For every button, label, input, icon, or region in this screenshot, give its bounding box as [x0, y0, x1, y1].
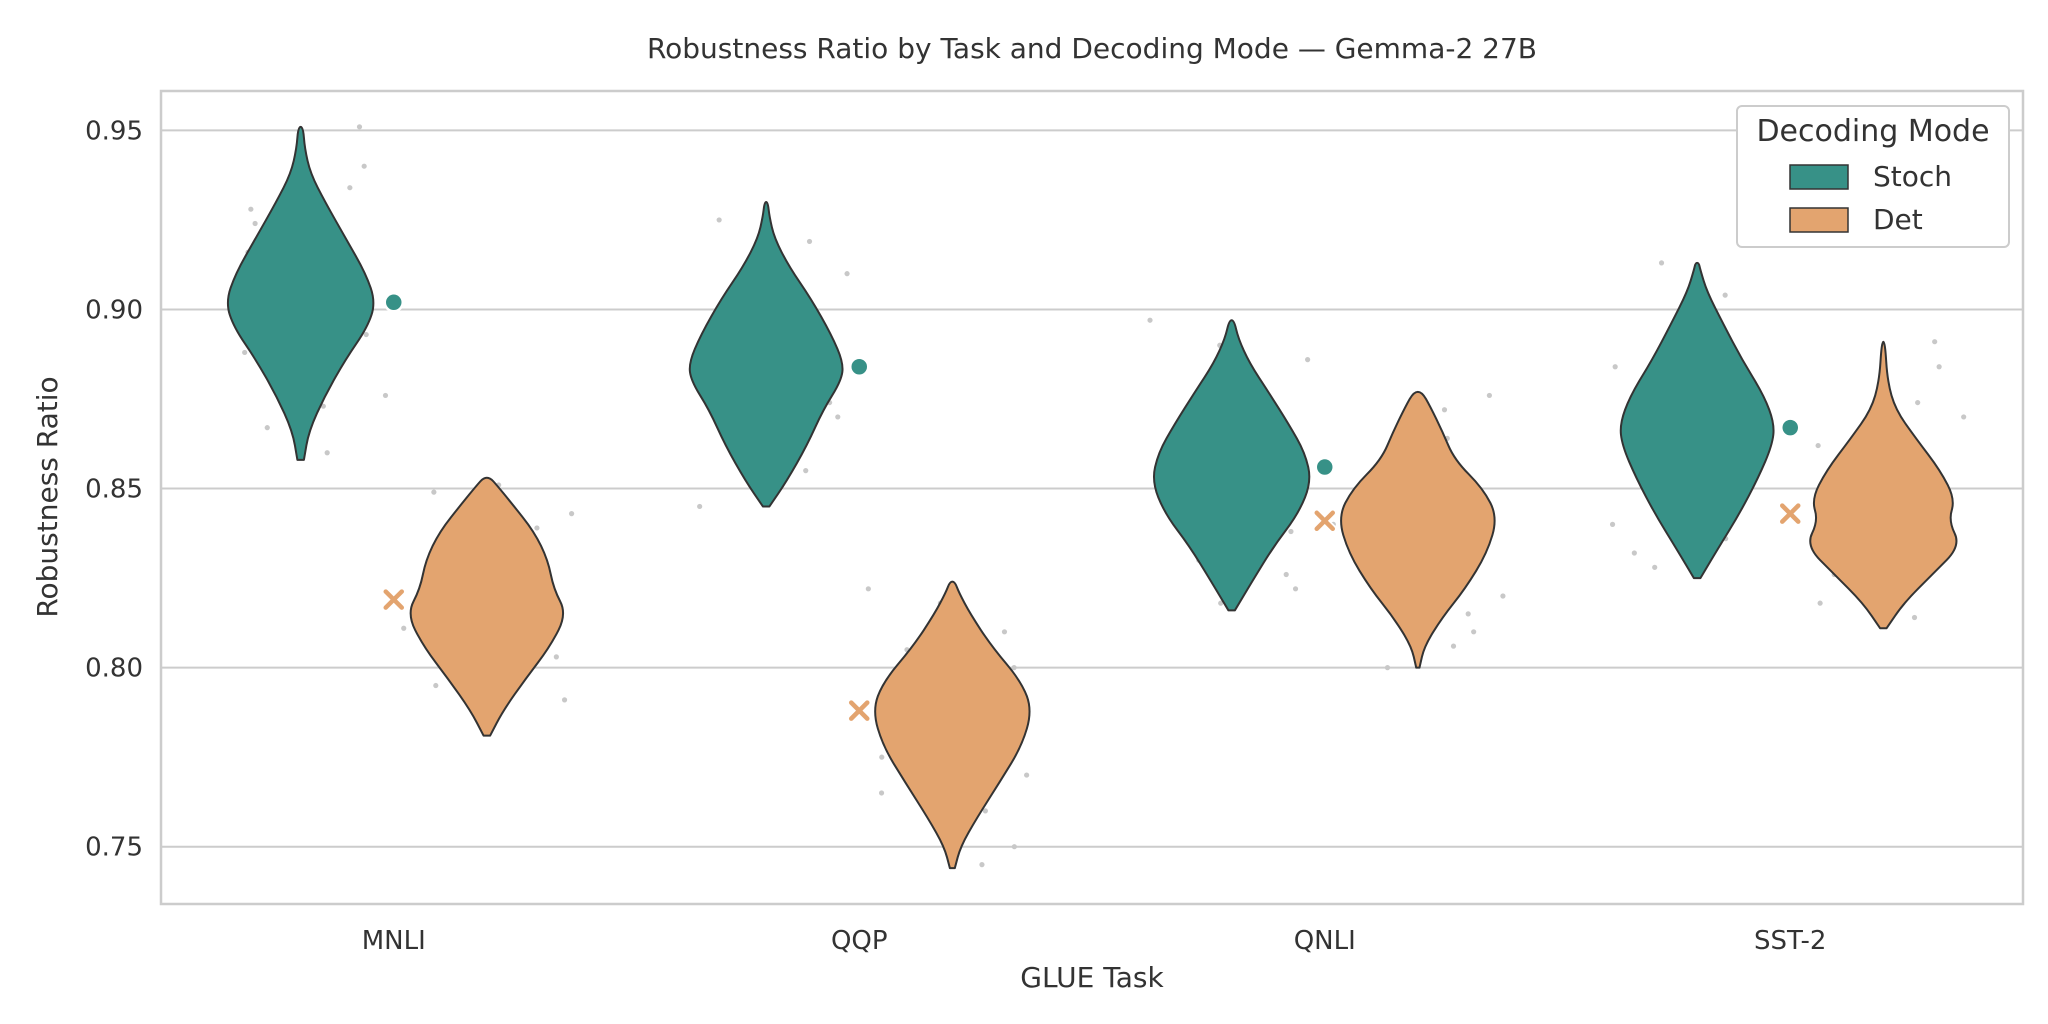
- raw-point: [1486, 392, 1493, 399]
- legend-label-det: Det: [1873, 203, 1923, 236]
- raw-point: [1631, 550, 1637, 556]
- raw-point: [401, 625, 407, 631]
- x-tick-label: QQP: [831, 926, 888, 956]
- raw-point: [716, 217, 722, 223]
- raw-point: [1658, 260, 1665, 266]
- raw-point: [1936, 364, 1942, 370]
- violin-stoch-qnli: [1153, 319, 1311, 612]
- raw-point: [879, 754, 885, 760]
- raw-point: [1609, 521, 1616, 527]
- raw-point: [1961, 414, 1967, 420]
- raw-point: [1011, 844, 1017, 850]
- x-tick-label: SST-2: [1754, 926, 1826, 956]
- raw-point: [242, 349, 248, 356]
- raw-point: [561, 697, 568, 703]
- raw-point: [1384, 665, 1391, 671]
- raw-point: [1815, 442, 1821, 449]
- raw-point: [1305, 357, 1311, 363]
- raw-point: [1932, 339, 1938, 345]
- raw-point: [1292, 586, 1299, 592]
- raw-point: [363, 331, 369, 338]
- center-marker-det: [1778, 501, 1803, 526]
- raw-point: [568, 511, 575, 517]
- violin-stoch-qqp: [688, 201, 844, 508]
- raw-point: [252, 220, 258, 227]
- raw-point: [347, 185, 353, 191]
- y-tick-label: 0.90: [85, 295, 143, 325]
- violin-det-qqp: [874, 580, 1031, 870]
- raw-point: [431, 489, 437, 495]
- y-tick-labels: 0.75 0.80 0.85 0.90 0.95: [85, 116, 143, 862]
- raw-point: [1911, 614, 1918, 621]
- raw-point: [1915, 399, 1921, 406]
- raw-point: [1500, 593, 1506, 599]
- raw-point: [1817, 600, 1823, 606]
- raw-point: [835, 414, 841, 420]
- center-markers-layer: [381, 292, 1803, 723]
- raw-point: [382, 392, 389, 399]
- raw-point: [1001, 629, 1008, 635]
- raw-point: [264, 425, 270, 431]
- raw-point: [1441, 407, 1448, 413]
- raw-point: [534, 525, 540, 531]
- violin-det-sst-2: [1809, 340, 1958, 630]
- center-marker-stoch: [1780, 417, 1801, 438]
- center-marker-det: [847, 698, 872, 723]
- violin-det-qnli: [1340, 390, 1496, 669]
- raw-point: [865, 586, 871, 592]
- raw-point: [1450, 643, 1457, 649]
- legend-swatch-det: [1789, 207, 1849, 233]
- raw-point: [803, 468, 809, 474]
- legend: Decoding Mode Stoch Det: [1736, 105, 2010, 248]
- center-marker-stoch: [383, 292, 404, 313]
- y-tick-label: 0.80: [85, 654, 143, 684]
- x-tick-label: QNLI: [1294, 926, 1356, 956]
- raw-point: [979, 862, 985, 868]
- raw-point: [1218, 600, 1224, 606]
- x-tick-label: MNLI: [362, 926, 426, 956]
- plot-frame: [159, 89, 2025, 906]
- violin-stoch-mnli: [226, 125, 375, 461]
- violin-stoch-sst-2: [1619, 261, 1775, 580]
- raw-point: [1652, 564, 1658, 570]
- raw-point: [697, 503, 703, 510]
- violins-layer: [226, 125, 1958, 870]
- raw-point: [1471, 629, 1477, 635]
- raw-point: [356, 124, 363, 130]
- raw-point: [1465, 611, 1471, 617]
- raw-point: [433, 682, 439, 689]
- legend-swatch-stoch: [1789, 164, 1849, 190]
- raw-point: [1288, 528, 1294, 535]
- raw-point: [844, 271, 850, 277]
- center-marker-stoch: [849, 356, 870, 378]
- y-tick-label: 0.95: [85, 116, 143, 146]
- raw-point: [982, 808, 988, 814]
- y-tick-label: 0.75: [85, 833, 143, 863]
- center-marker-det: [381, 587, 406, 612]
- raw-point: [248, 206, 254, 212]
- raw-point: [553, 654, 559, 660]
- raw-point: [1722, 292, 1728, 298]
- raw-point: [878, 790, 885, 796]
- x-axis-label: GLUE Task: [1020, 961, 1164, 994]
- raw-point: [1147, 317, 1153, 323]
- y-tick-label: 0.85: [85, 475, 143, 505]
- center-marker-det: [1312, 508, 1337, 533]
- raw-point: [324, 450, 330, 456]
- raw-point: [1011, 665, 1017, 671]
- y-axis-label: Robustness Ratio: [31, 376, 64, 617]
- center-marker-stoch: [1314, 456, 1335, 478]
- raw-point: [361, 163, 367, 169]
- x-tick-labels: MNLI QQP QNLI SST-2: [362, 926, 1827, 956]
- raw-point: [1283, 571, 1289, 578]
- raw-point: [1612, 364, 1618, 370]
- raw-point: [1024, 772, 1030, 778]
- violin-det-mnli: [409, 476, 565, 737]
- chart-title: Robustness Ratio by Task and Decoding Mo…: [647, 32, 1537, 65]
- legend-title: Decoding Mode: [1756, 114, 1989, 149]
- raw-point: [806, 238, 813, 245]
- legend-label-stoch: Stoch: [1873, 160, 1952, 193]
